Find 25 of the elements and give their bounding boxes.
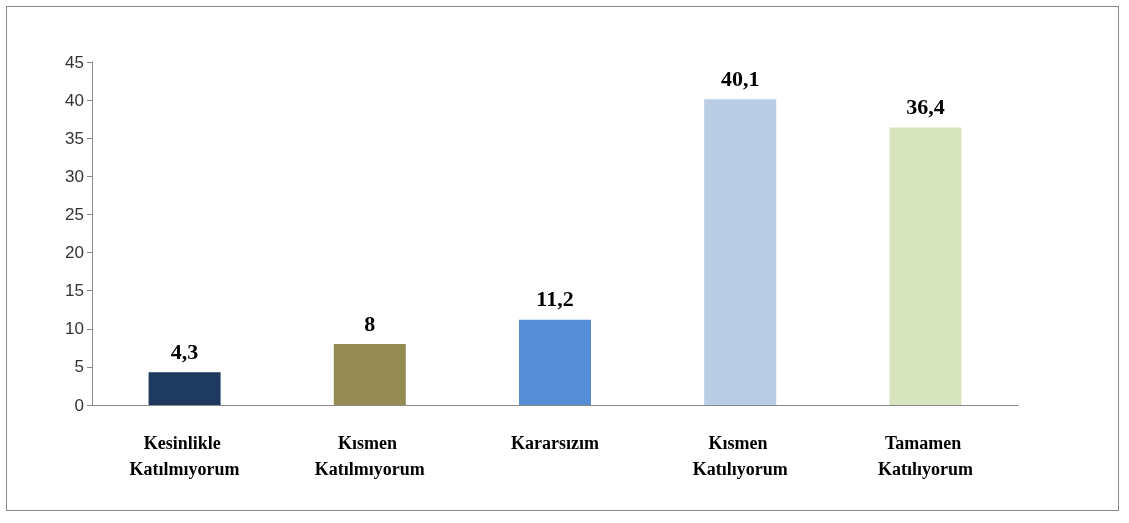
y-tick-label: 25 bbox=[65, 204, 84, 224]
bar bbox=[704, 99, 777, 405]
data-label: 8 bbox=[364, 310, 376, 336]
y-tick-label: 45 bbox=[65, 52, 84, 72]
x-tick-label: Kısmen Katılmıyorum bbox=[314, 433, 425, 479]
bar bbox=[148, 372, 221, 405]
y-tick-label: 40 bbox=[65, 90, 84, 110]
data-label: 40,1 bbox=[720, 65, 760, 91]
y-tick-label: 10 bbox=[65, 319, 84, 339]
bar bbox=[519, 319, 591, 405]
y-tick-label: 30 bbox=[65, 166, 84, 186]
bar bbox=[889, 127, 962, 405]
y-tick-label: 35 bbox=[65, 128, 84, 148]
x-tick-label: Tamamen Katılıyorum bbox=[877, 433, 973, 479]
x-tick-label: Kısmen Katılıyorum bbox=[692, 433, 788, 479]
data-label: 4,3 bbox=[170, 338, 199, 364]
data-label: 11,2 bbox=[536, 286, 574, 312]
x-tick-label: Kararsızım bbox=[511, 433, 599, 453]
data-label: 36,4 bbox=[906, 94, 945, 120]
x-tick-label: Kesinlikle Katılmıyorum bbox=[129, 433, 240, 479]
y-tick-label: 5 bbox=[74, 357, 84, 377]
bar bbox=[333, 344, 406, 405]
y-tick-label: 20 bbox=[65, 243, 84, 263]
y-tick-label: 0 bbox=[74, 395, 84, 415]
y-tick-label: 15 bbox=[65, 281, 84, 301]
